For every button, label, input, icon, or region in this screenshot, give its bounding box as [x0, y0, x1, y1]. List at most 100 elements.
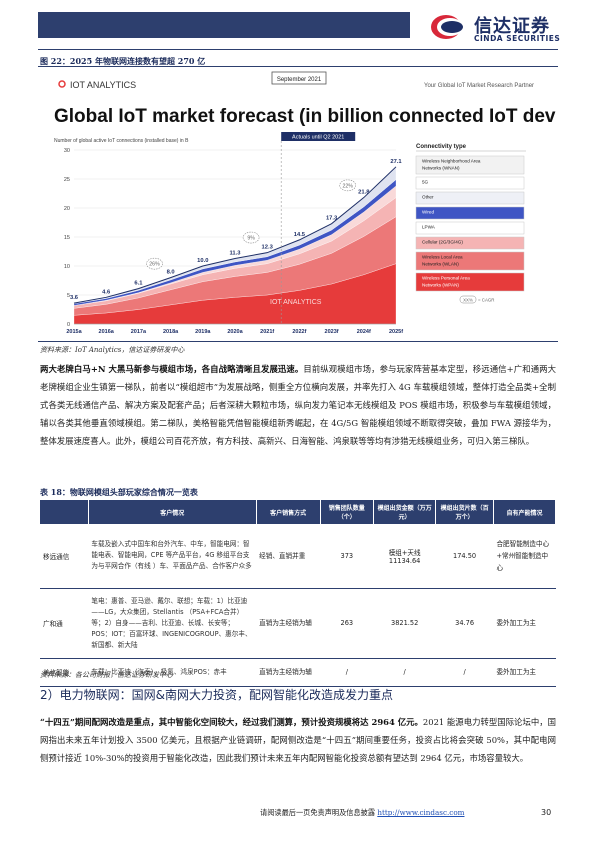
legend-label: Wireless Personal Area: [422, 276, 470, 281]
legend-swatch: [415, 191, 525, 205]
data-label: 4.6: [102, 289, 111, 295]
cell-units: 174.50: [435, 524, 494, 589]
paragraph-power-iot: “十四五”期间配网改造是重点，其中智能化空间较大，经过我们测算，预计投资规模将达…: [40, 713, 556, 767]
cagr-label: 9%: [247, 236, 255, 242]
paragraph-lead: 两大老牌白马+N 大黑马新参与模组市场，各自战略清晰且发展迅速。: [40, 364, 304, 374]
x-tick-label: 2018a: [163, 329, 179, 335]
plot-area: 0 5 10 15 20 25 30 Actuals until Q2 2021 3.6 2015…: [64, 132, 403, 335]
section-heading: 2）电力物联网：国网&南网大力投资，配网智能化改造成发力重点: [40, 688, 393, 702]
data-label: 11.3: [230, 250, 242, 256]
data-label: 3.6: [70, 295, 79, 301]
header-band: [38, 12, 410, 38]
actuals-label: Actuals until Q2 2021: [292, 135, 344, 141]
legend-swatch: [415, 206, 525, 220]
cell-amount: 模组+天线 11134.64: [373, 524, 436, 589]
data-label: 14.5: [294, 232, 306, 238]
cell-capacity: 委外加工为主: [493, 588, 556, 659]
paragraph-body: 目前纵观模组市场，参与玩家阵营基本定型，移远通信+广和通两大老牌模组企业生镇第一…: [40, 364, 557, 446]
figure-top-rule: [38, 66, 558, 67]
cell-team: 263: [320, 588, 374, 659]
cell-customers: 车载及嵌入式中国车和台外汽车、中车，智能电网：智能电表、智能电网，CPE 等产品…: [88, 524, 257, 589]
cell-company: 广和通: [40, 588, 89, 659]
page-number: 30: [541, 808, 552, 817]
data-label: 17.3: [326, 216, 338, 222]
legend-label: 5G: [422, 180, 429, 185]
table-header-company: [40, 500, 89, 524]
cagr-bubble: [339, 179, 357, 192]
cell-team: /: [320, 658, 374, 687]
table-header-customers: 客户情况: [88, 500, 257, 524]
x-tick-label: 2023f: [325, 329, 339, 335]
table-header-capacity: 自有产能情况: [493, 500, 557, 524]
iot-forecast-chart: IOT ANALYTICS September 2021 Your Global…: [54, 71, 596, 335]
module-vendors-table: 客户情况 客户销售方式 销售团队数量（个） 模组出货金额（万万元） 模组出货片数…: [40, 500, 557, 687]
cell-customers: 车载：比亚迪（汽泰）、极氪、鸿泉POS：赤丰: [88, 658, 257, 687]
cinda-logo: 信达证券 CINDA SECURITIES: [430, 10, 570, 46]
table-row: 广和通 笔电：惠普、亚马逊、戴尔、联想；车载：1）比亚迪——LG，大众集团，St…: [40, 588, 556, 659]
legend-swatch: [415, 251, 525, 271]
brand-text: IOT ANALYTICS: [70, 80, 136, 90]
date-badge-box: [271, 71, 327, 85]
cagr-bubble: [146, 257, 163, 270]
figure-bottom-rule: [38, 341, 558, 342]
legend-swatch: [415, 236, 525, 250]
legend-swatch: [415, 155, 525, 175]
table-header-units: 模组出货片数（百万个）: [435, 500, 494, 524]
cagr-label: 26%: [149, 262, 160, 268]
chart-title: Global IoT market forecast (in billion c…: [54, 106, 556, 127]
legend-swatch: [415, 176, 525, 190]
footer-text: 请阅读最后一页免责声明及信息披露: [260, 808, 376, 817]
legend-label: Other: [422, 195, 434, 200]
legend-label: Wireless Neighborhood Area: [422, 159, 481, 164]
cell-amount: /: [373, 658, 436, 687]
y-tick-label: 15: [64, 235, 70, 241]
legend-label: Wireless Local Area: [422, 255, 463, 260]
footer-link[interactable]: http://www.cindasc.com: [377, 808, 465, 817]
legend-label: LPWA: [422, 225, 436, 230]
cagr-key-box: [459, 295, 477, 304]
legend-title: Connectivity type: [416, 144, 467, 150]
date-badge: September 2021: [277, 77, 322, 83]
cell-sales: 直销为主经销为辅: [256, 588, 321, 659]
cagr-label: 22%: [343, 183, 354, 189]
cell-capacity: 合肥智能制造中心+常州智能制造中心: [493, 524, 556, 589]
data-label: 8.0: [167, 270, 175, 276]
y-tick-label: 20: [64, 206, 70, 212]
data-label: 6.1: [134, 281, 143, 287]
y-tick-label: 5: [67, 293, 70, 299]
y-axis-label: Number of global active IoT connections …: [54, 138, 189, 144]
cell-team: 373: [320, 524, 374, 589]
cagr-key-label: XX%: [463, 297, 473, 302]
legend-label: Networks (WLAN): [422, 262, 459, 267]
figure-title: 图 22：2025 年物联网连接数有望超 270 亿: [40, 56, 206, 66]
cagr-bubble: [242, 231, 260, 244]
table-header-amount: 模组出货金额（万万元）: [373, 500, 437, 524]
actuals-banner: [281, 132, 356, 141]
y-tick-label: 0: [67, 322, 70, 328]
legend-swatch: [415, 221, 525, 235]
table-source: 资料来源：各公司财报，信达证券研发中心: [40, 671, 173, 679]
tagline: Your Global IoT Market Research Partner: [424, 83, 534, 89]
cell-company: 移远通信: [40, 524, 89, 589]
table-header-sales: 客户销售方式: [256, 500, 321, 524]
legend-swatch: [415, 272, 525, 292]
cell-sales: 直销为主经销为辅: [256, 658, 321, 687]
y-tick-label: 25: [64, 177, 70, 183]
table-header-team: 销售团队数量（个）: [320, 500, 375, 524]
table-title: 表 18：物联网模组头部玩家综合情况一览表: [40, 487, 198, 497]
logo-chinese-name: 信达证券: [474, 16, 550, 37]
legend-label: Networks (WPAN): [422, 283, 459, 288]
logo-english-name: CINDA SECURITIES: [474, 34, 561, 43]
x-tick-label: 2025f: [389, 329, 403, 335]
header-rule: [38, 49, 558, 50]
legend-label: Wired: [422, 210, 434, 215]
y-tick-label: 30: [64, 148, 70, 154]
legend-label: Cellular (2G/3G/4G): [422, 240, 463, 245]
cell-customers: 笔电：惠普、亚马逊、戴尔、联想；车载：1）比亚迪——LG，大众集团，Stella…: [88, 588, 257, 659]
cell-units: 34.76: [435, 588, 494, 659]
footer-disclaimer: 请阅读最后一页免责声明及信息披露 http://www.cindasc.com: [260, 808, 464, 818]
x-tick-label: 2017a: [131, 329, 147, 335]
cell-company: 美格智能: [40, 658, 89, 687]
table-row: 移远通信 车载及嵌入式中国车和台外汽车、中车，智能电网：智能电表、智能电网，CP…: [40, 524, 556, 589]
paragraph-module-market: 两大老牌白马+N 大黑马新参与模组市场，各自战略清晰且发展迅速。目前纵观模组市场…: [40, 360, 556, 450]
